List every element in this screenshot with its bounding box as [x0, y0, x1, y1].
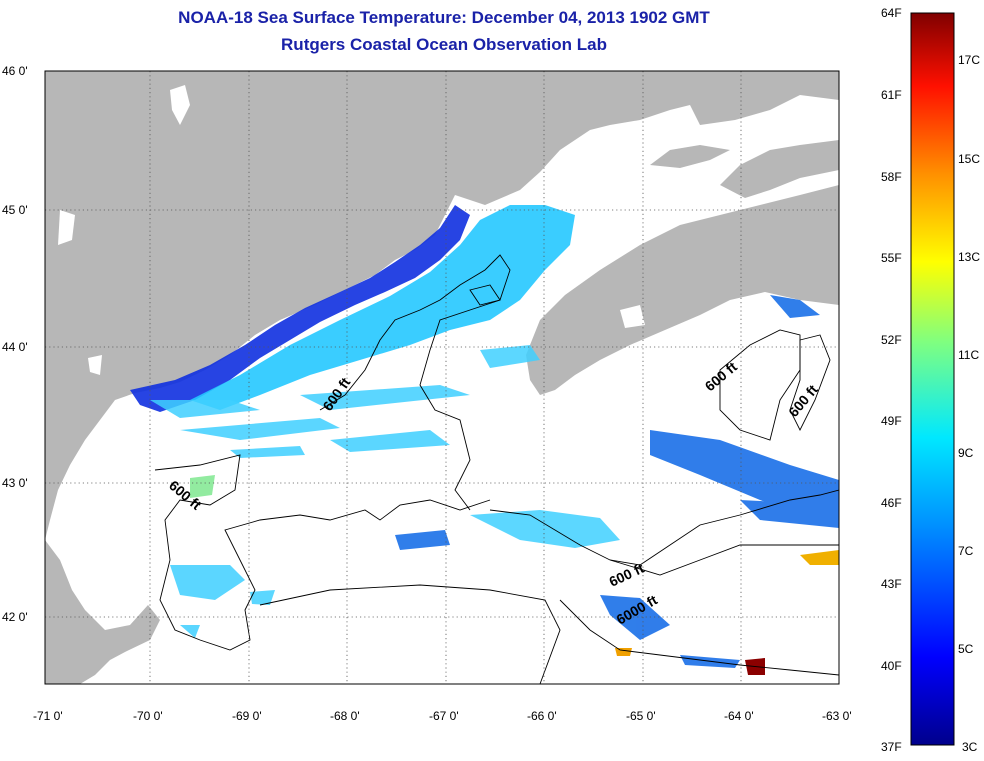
colorbar-f-label: 58F	[881, 170, 902, 184]
lon-tick-label: -69 0'	[232, 709, 262, 723]
colorbar	[910, 12, 955, 746]
lat-tick-label: 42 0'	[2, 610, 28, 624]
land-cape-cod	[45, 540, 160, 684]
colorbar-f-label: 40F	[881, 659, 902, 673]
lake	[170, 85, 190, 125]
sst-coastal-dark	[130, 205, 470, 412]
lake	[58, 210, 75, 245]
lon-tick-label: -70 0'	[133, 709, 163, 723]
colorbar-c-label: 17C	[958, 53, 981, 67]
colorbar-f-label: 55F	[881, 251, 902, 265]
lon-tick-label: -71 0'	[33, 709, 63, 723]
lon-tick-label: -64 0'	[724, 709, 754, 723]
sst-warm-patch	[800, 550, 839, 565]
lat-tick-label: 46 0'	[2, 64, 28, 78]
lon-tick-label: -66 0'	[527, 709, 557, 723]
colorbar-c-label: 13C	[958, 250, 981, 264]
lon-tick-label: -65 0'	[626, 709, 656, 723]
lake	[620, 305, 645, 328]
colorbar-c-label: 11C	[958, 348, 980, 362]
colorbar-c-label: 7C	[958, 544, 974, 558]
colorbar-c-label: 15C	[958, 152, 981, 166]
colorbar-c-label: 9C	[958, 446, 974, 460]
land-mainland	[45, 71, 839, 540]
colorbar-f-label: 61F	[881, 88, 902, 102]
sst-patches	[150, 345, 620, 638]
lon-tick-label: -68 0'	[330, 709, 360, 723]
colorbar-f-label: 46F	[881, 496, 902, 510]
chart-title: NOAA-18 Sea Surface Temperature: Decembe…	[178, 8, 710, 27]
lake	[88, 355, 102, 375]
land-nova-scotia	[526, 185, 839, 395]
bathymetry-contours	[154, 254, 839, 684]
land-pei	[650, 145, 730, 168]
lat-tick-label: 43 0'	[2, 476, 28, 490]
land-cape-breton	[720, 140, 839, 198]
lon-tick-label: -63 0'	[822, 709, 852, 723]
colorbar-c-label: 3C	[962, 740, 978, 754]
lat-tick-label: 44 0'	[2, 340, 28, 354]
chart-subtitle: Rutgers Coastal Ocean Observation Lab	[281, 35, 607, 54]
colorbar-f-label: 49F	[881, 414, 902, 428]
colorbar-f-label: 52F	[881, 333, 902, 347]
sst-coastal-cyan	[190, 205, 575, 410]
colorbar-c-label: 5C	[958, 642, 974, 656]
lat-tick-label: 45 0'	[2, 203, 28, 217]
colorbar-f-label: 37F	[881, 740, 902, 754]
sst-warm-patch	[615, 648, 632, 656]
colorbar-f-label: 43F	[881, 577, 902, 591]
lon-tick-label: -67 0'	[429, 709, 459, 723]
colorbar-f-label: 64F	[881, 6, 902, 20]
